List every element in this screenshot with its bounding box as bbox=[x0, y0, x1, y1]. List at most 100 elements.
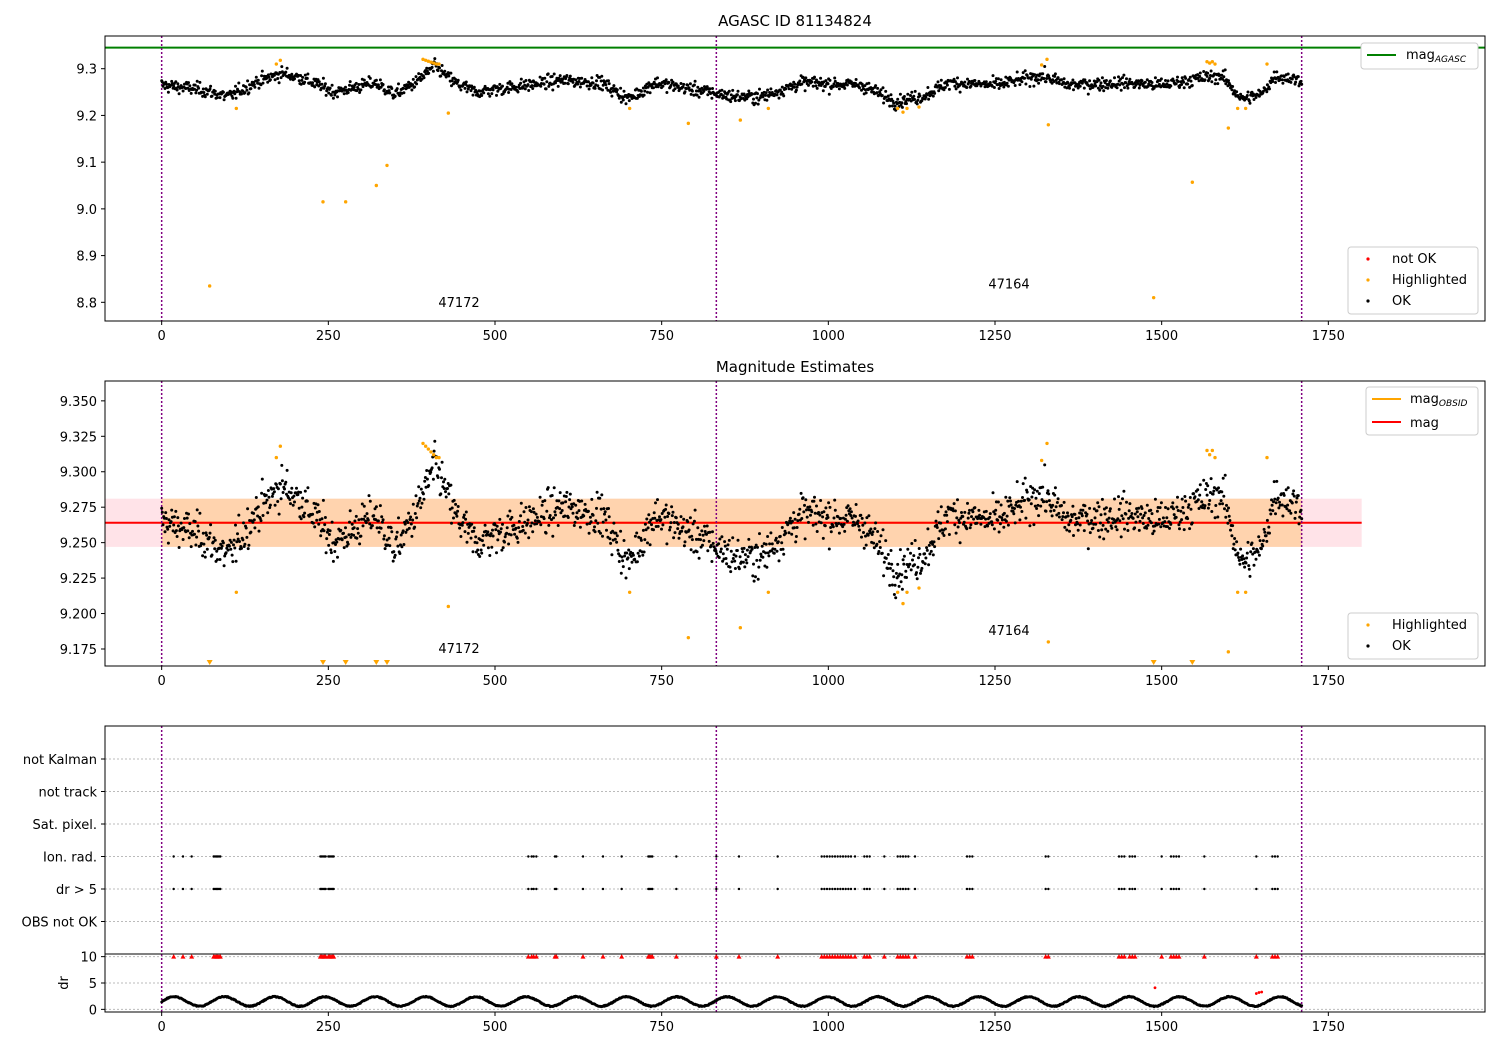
ok-point bbox=[601, 88, 604, 92]
ok-point bbox=[342, 546, 346, 550]
highlighted-point bbox=[1046, 123, 1051, 127]
ok-point bbox=[362, 504, 366, 508]
ok-point bbox=[683, 90, 687, 94]
ok-point bbox=[595, 79, 598, 83]
agasc-xtick-label: 1250 bbox=[978, 329, 1011, 344]
ok-point bbox=[668, 525, 672, 529]
ok-point bbox=[691, 522, 695, 526]
ok-point bbox=[546, 72, 550, 76]
ok-point bbox=[490, 545, 494, 549]
ok-point bbox=[1227, 79, 1230, 83]
ok-point bbox=[768, 91, 772, 94]
ok-point bbox=[733, 567, 737, 570]
ok-point bbox=[376, 519, 380, 523]
ok-point bbox=[331, 96, 335, 100]
ok-point bbox=[954, 87, 958, 91]
ok-point bbox=[1216, 515, 1220, 519]
ok-point bbox=[1021, 482, 1025, 486]
ok-point bbox=[418, 496, 422, 500]
ok-point bbox=[804, 76, 808, 80]
ok-point bbox=[695, 93, 699, 97]
ok-point bbox=[1033, 73, 1037, 77]
highlighted-point bbox=[1226, 126, 1231, 130]
ok-point bbox=[354, 81, 358, 85]
ok-point bbox=[215, 549, 219, 553]
ok-point bbox=[882, 574, 886, 578]
ok-point bbox=[1108, 507, 1112, 511]
ok-point bbox=[444, 490, 447, 494]
ok-point bbox=[867, 514, 871, 518]
ok-point bbox=[902, 554, 906, 558]
ok-point bbox=[491, 88, 495, 92]
highlighted-point bbox=[1243, 106, 1248, 111]
ok-point bbox=[279, 497, 283, 501]
ok-point bbox=[609, 90, 613, 94]
ok-point bbox=[896, 97, 900, 101]
ok-point bbox=[794, 88, 798, 92]
ok-point bbox=[1126, 529, 1130, 532]
ok-point bbox=[1071, 504, 1075, 508]
ok-point bbox=[646, 90, 649, 94]
ok-point bbox=[260, 69, 264, 73]
ok-point bbox=[1152, 529, 1156, 533]
highlighted-point bbox=[343, 200, 348, 204]
ok-point bbox=[501, 546, 505, 550]
ok-point bbox=[890, 583, 894, 587]
legend-label-highlighted: Highlighted bbox=[1392, 273, 1467, 288]
ok-point bbox=[747, 89, 751, 93]
ok-point bbox=[890, 104, 894, 108]
ok-point bbox=[529, 510, 533, 514]
flag-point bbox=[1128, 855, 1131, 858]
ok-point bbox=[652, 511, 656, 515]
ok-point bbox=[990, 520, 994, 524]
flag-point bbox=[841, 887, 845, 891]
ok-point bbox=[543, 499, 547, 503]
ok-point bbox=[991, 491, 995, 495]
ok-point bbox=[320, 517, 324, 521]
ok-point bbox=[1104, 79, 1108, 82]
ok-point bbox=[689, 92, 693, 96]
ok-point bbox=[209, 523, 213, 527]
ok-point bbox=[827, 547, 831, 551]
flag-point bbox=[190, 887, 193, 891]
ok-point bbox=[926, 527, 930, 531]
ok-point bbox=[503, 540, 506, 544]
ok-point bbox=[647, 81, 651, 85]
ok-point bbox=[169, 520, 173, 524]
ok-point bbox=[1091, 526, 1095, 530]
ok-point bbox=[882, 101, 886, 105]
highlighted-point bbox=[1151, 295, 1156, 300]
ok-point bbox=[1108, 79, 1112, 83]
ok-point bbox=[728, 565, 732, 569]
ok-point bbox=[1050, 81, 1054, 85]
ok-point bbox=[643, 522, 647, 526]
ok-point bbox=[757, 565, 761, 569]
ok-point bbox=[508, 80, 512, 84]
ok-point bbox=[800, 517, 804, 520]
flag-point bbox=[965, 887, 969, 891]
ok-point bbox=[1280, 503, 1284, 507]
ok-point bbox=[727, 538, 731, 542]
ok-point bbox=[1198, 74, 1202, 78]
flag-point bbox=[913, 855, 917, 858]
ok-point bbox=[367, 494, 371, 498]
ok-point bbox=[673, 87, 677, 91]
ok-point bbox=[554, 513, 557, 517]
flag-ytick-label: not track bbox=[38, 786, 97, 801]
ok-point bbox=[1133, 526, 1137, 530]
ok-point bbox=[464, 82, 468, 86]
ok-point bbox=[1145, 503, 1149, 507]
ok-point bbox=[389, 526, 393, 530]
highlighted-point bbox=[434, 455, 439, 460]
ok-point bbox=[564, 500, 568, 504]
highlighted-point bbox=[917, 105, 921, 109]
ok-point bbox=[1136, 515, 1140, 519]
flag-point bbox=[841, 855, 845, 858]
ok-point bbox=[1299, 79, 1303, 83]
highlighted-point bbox=[1226, 650, 1231, 654]
ok-point bbox=[915, 577, 919, 581]
ok-point bbox=[1159, 77, 1163, 81]
ok-point bbox=[866, 533, 870, 537]
ok-point bbox=[882, 560, 886, 564]
ok-point bbox=[831, 85, 835, 89]
